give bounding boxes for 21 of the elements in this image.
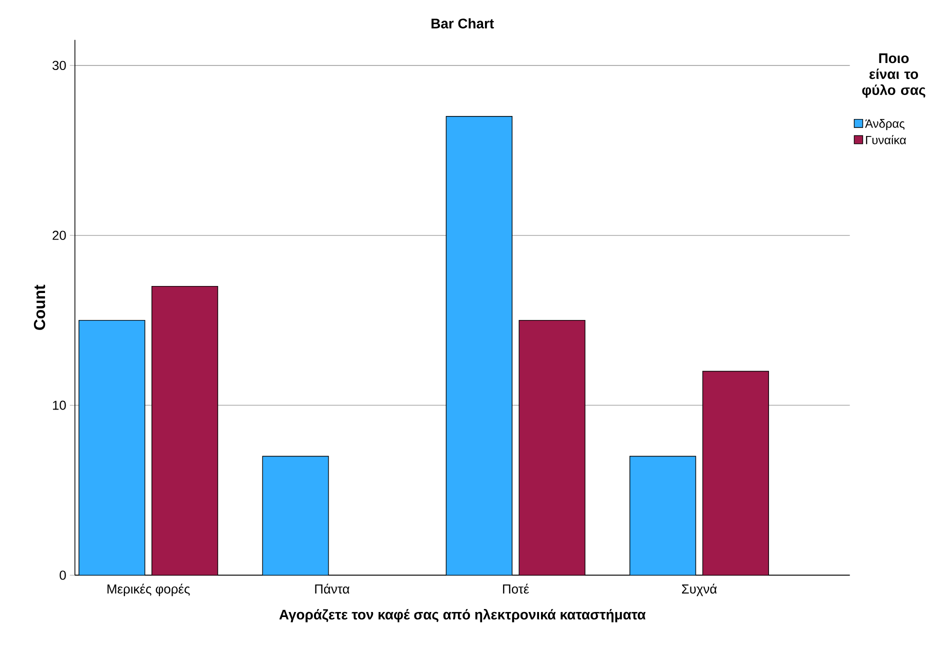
bar <box>78 320 145 576</box>
legend-label: Άνδρας <box>865 119 905 130</box>
y-tick-label: 30 <box>52 60 66 70</box>
x-tick-label: Ποτέ <box>503 584 529 594</box>
bar <box>519 320 586 576</box>
x-tick-label: Συχνά <box>682 584 717 596</box>
legend-label: Γυναίκα <box>866 135 906 144</box>
legend-title: Ποιο είναι το φύλο σας <box>862 53 926 98</box>
bar <box>702 370 769 576</box>
y-tick-label: 0 <box>60 570 66 580</box>
y-tick-label: 10 <box>52 400 66 410</box>
chart-title: Bar Chart <box>432 18 494 28</box>
y-axis-title: Count <box>34 284 46 330</box>
y-tick-label: 20 <box>52 230 66 240</box>
bar <box>262 456 328 576</box>
bar <box>152 286 218 576</box>
bar <box>446 116 512 576</box>
bar <box>629 456 696 576</box>
x-tick-label: Πάντα <box>315 584 350 594</box>
x-tick-label: Μερικές φορές <box>108 584 190 596</box>
x-axis-title: Αγοράζετε τον καφέ σας από ηλεκτρονικά καταστήματα <box>279 608 646 622</box>
